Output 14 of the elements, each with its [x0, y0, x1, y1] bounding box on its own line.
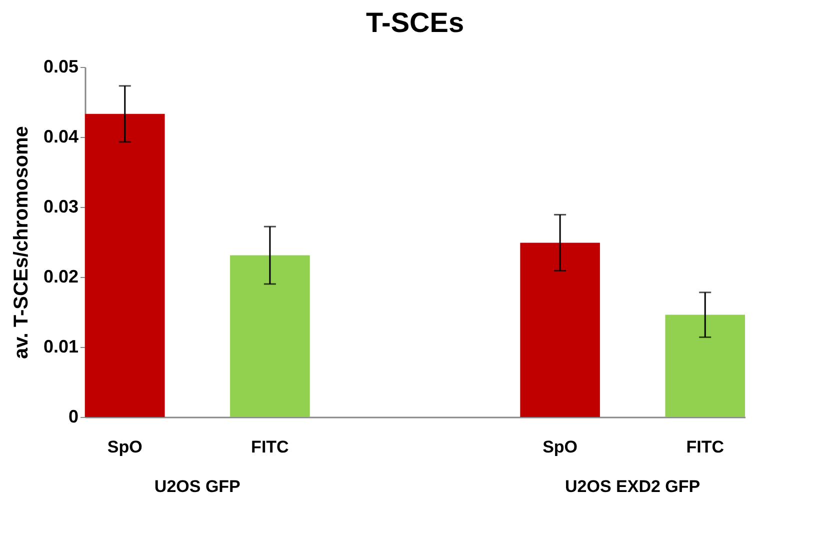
text: U2OS GFP — [154, 477, 240, 496]
x-tick-label: SpO — [542, 438, 578, 456]
x-tick-label: FITC — [251, 438, 289, 456]
y-tick-label: 0.02 — [43, 266, 78, 286]
chart-title: T-SCEs — [366, 7, 464, 38]
x-tick-label: SpO — [107, 438, 142, 456]
y-tick-label: 0.01 — [43, 336, 78, 356]
y-tick-label: 0.03 — [43, 196, 78, 216]
x-tick-label: FITC — [686, 438, 724, 456]
y-tick-label: 0.05 — [43, 56, 78, 76]
y-axis-title: av. T-SCEs/chromosome — [10, 126, 32, 360]
y-tick-label: 0 — [68, 406, 78, 426]
text: U2OS EXD2 GFP — [565, 477, 700, 496]
y-tick-label: 0.04 — [43, 126, 78, 146]
